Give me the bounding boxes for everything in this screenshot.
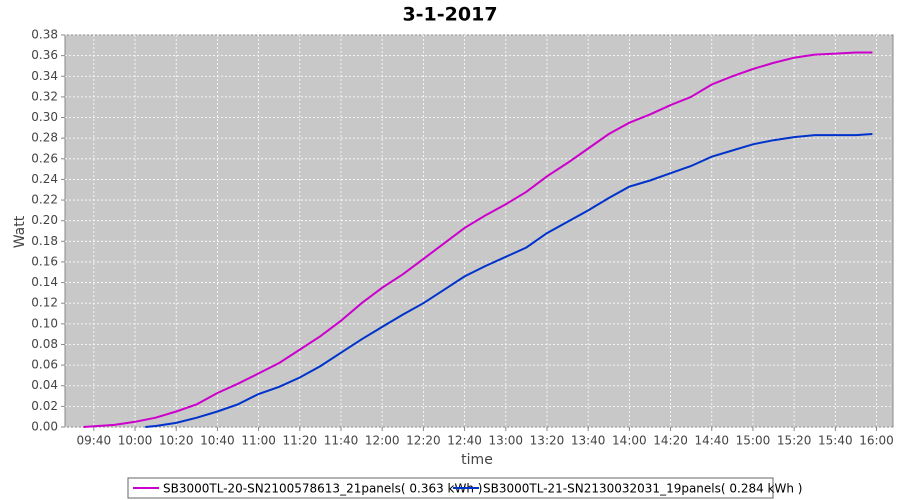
x-tick-label: 11:20 xyxy=(283,434,318,448)
y-tick-label: 0.02 xyxy=(31,399,58,413)
y-axis-label: Watt xyxy=(12,215,28,248)
y-tick-label: 0.10 xyxy=(31,316,58,330)
y-tick-label: 0.22 xyxy=(31,193,58,207)
y-tick-label: 0.06 xyxy=(31,358,58,372)
x-tick-label: 15:20 xyxy=(777,434,812,448)
y-tick-label: 0.36 xyxy=(31,48,58,62)
y-tick-label: 0.30 xyxy=(31,110,58,124)
y-tick-label: 0.28 xyxy=(31,131,58,145)
legend-label: SB3000TL-20-SN2100578613_21panels( 0.363… xyxy=(163,482,482,496)
series-line xyxy=(145,133,873,428)
x-tick-label: 14:40 xyxy=(694,434,729,448)
x-tick-label: 13:00 xyxy=(488,434,523,448)
x-axis-label: time xyxy=(461,452,493,468)
legend-label: SB3000TL-21-SN2130032031_19panels( 0.284… xyxy=(483,482,802,496)
y-tick-label: 0.00 xyxy=(31,420,58,434)
x-tick-label: 10:00 xyxy=(118,434,153,448)
x-tick-label: 15:40 xyxy=(818,434,853,448)
x-tick-label: 13:20 xyxy=(530,434,565,448)
x-tick-label: 11:40 xyxy=(324,434,359,448)
x-tick-label: 11:00 xyxy=(241,434,276,448)
x-tick-label: 10:20 xyxy=(159,434,194,448)
x-tick-label: 12:40 xyxy=(447,434,482,448)
y-tick-label: 0.24 xyxy=(31,172,58,186)
y-tick-label: 0.04 xyxy=(31,378,58,392)
x-tick-label: 15:00 xyxy=(736,434,771,448)
x-tick-label: 14:00 xyxy=(612,434,647,448)
y-tick-label: 0.08 xyxy=(31,337,58,351)
x-tick-label: 12:20 xyxy=(406,434,441,448)
x-tick-label: 09:40 xyxy=(77,434,112,448)
y-tick-label: 0.32 xyxy=(31,89,58,103)
y-tick-label: 0.26 xyxy=(31,151,58,165)
y-tick-label: 0.12 xyxy=(31,296,58,310)
y-tick-label: 0.20 xyxy=(31,213,58,227)
y-tick-label: 0.34 xyxy=(31,69,58,83)
x-tick-label: 14:20 xyxy=(653,434,688,448)
series-line xyxy=(83,51,873,428)
x-tick-label: 13:40 xyxy=(571,434,606,448)
plot-area xyxy=(64,34,894,428)
y-tick-label: 0.16 xyxy=(31,254,58,268)
chart-title: 3-1-2017 xyxy=(402,4,497,26)
x-tick-label: 10:40 xyxy=(200,434,235,448)
x-tick-label: 12:00 xyxy=(365,434,400,448)
legend xyxy=(127,477,774,499)
y-tick-label: 0.18 xyxy=(31,234,58,248)
x-tick-label: 16:00 xyxy=(859,434,894,448)
y-tick-label: 0.14 xyxy=(31,275,58,289)
y-tick-label: 0.38 xyxy=(31,28,58,42)
